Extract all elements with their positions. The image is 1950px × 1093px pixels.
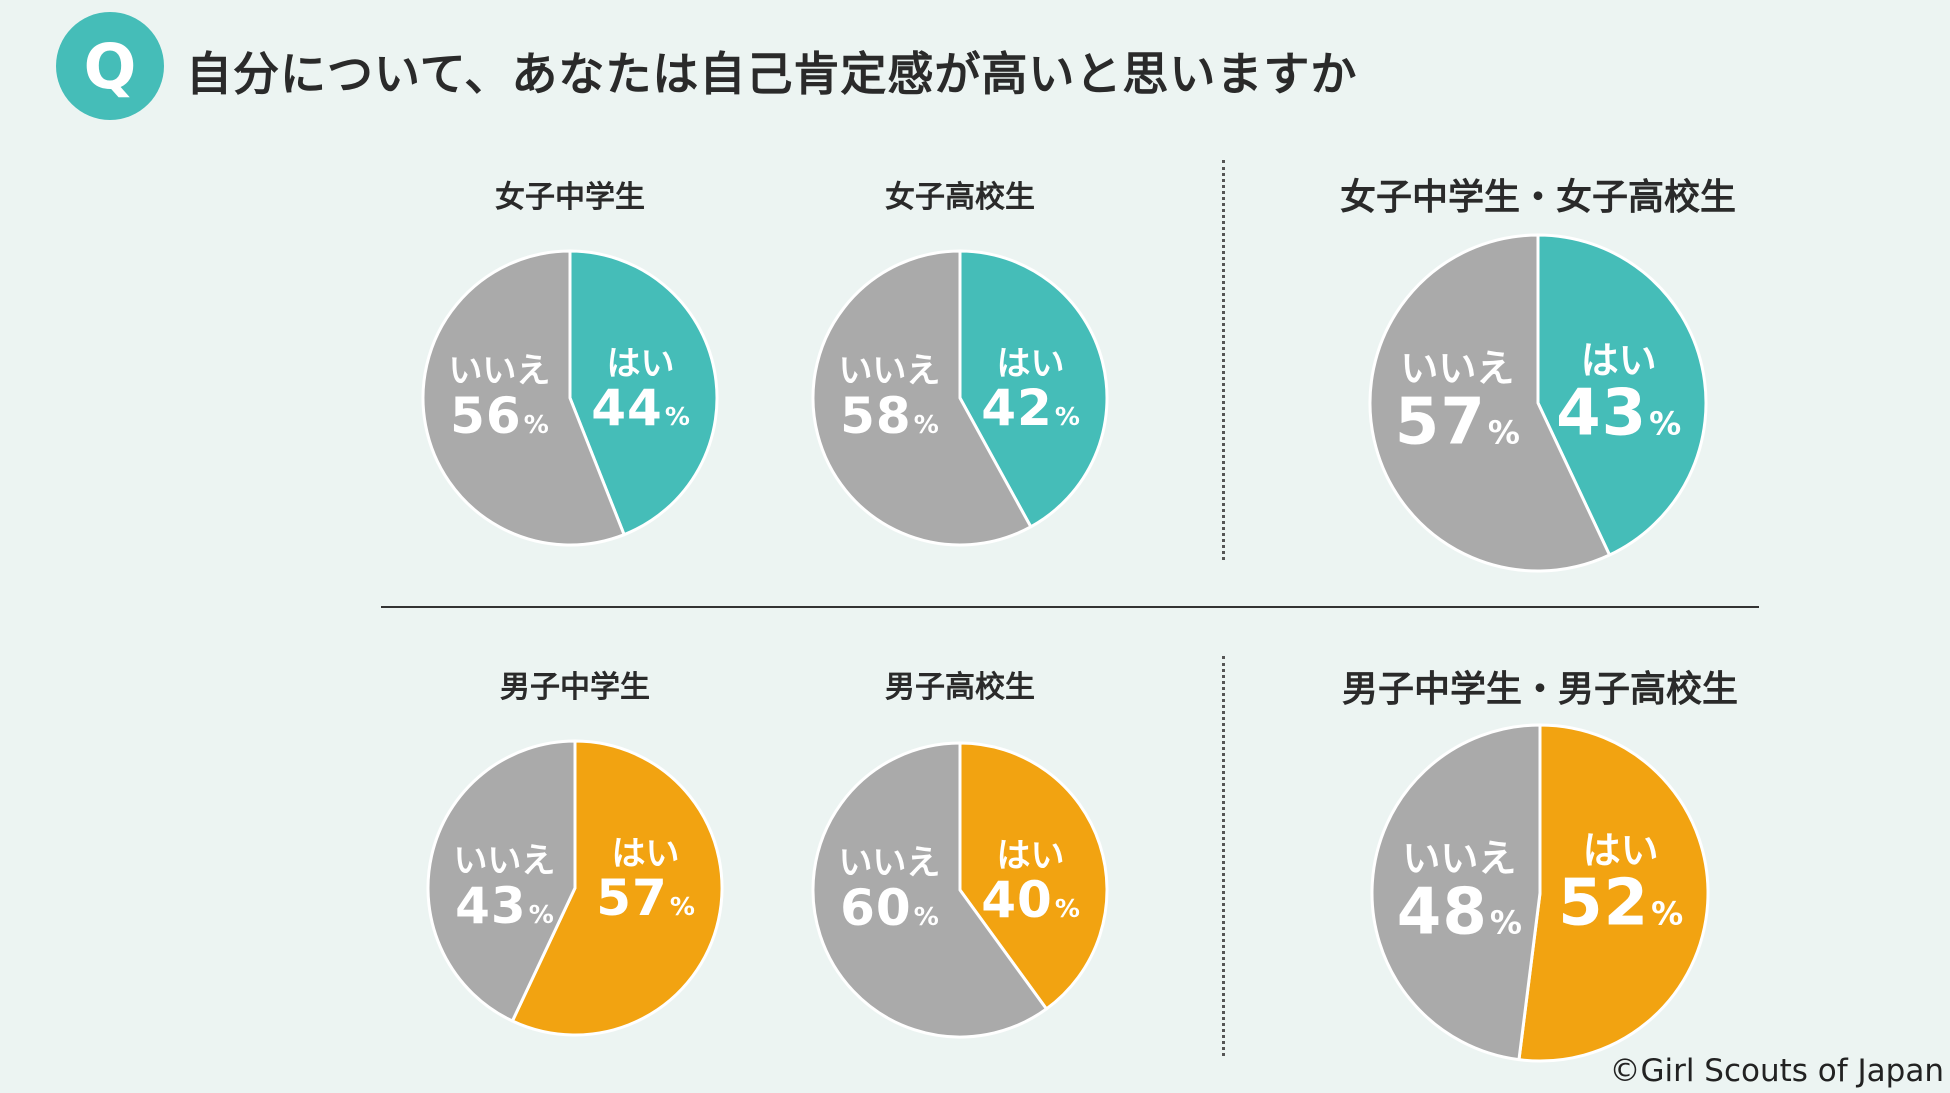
pie-slice-no (426, 739, 577, 1023)
slice-unit: % (913, 409, 939, 439)
slice-category-label: はい (606, 343, 675, 384)
slice-category-label: いいえ (1400, 346, 1515, 391)
pie-chart (1370, 723, 1710, 1063)
pie-label-yes: はい 57% (596, 833, 695, 928)
slice-unit: % (523, 409, 549, 439)
chart-title: 男子高校生 (885, 670, 1035, 705)
pie-slice-yes (958, 249, 1109, 529)
slice-unit: % (913, 901, 939, 931)
vertical-divider-bottom (1222, 656, 1225, 1056)
pie-label-no: いいえ 43% (453, 840, 556, 935)
chart-title: 男子中学生 (500, 670, 650, 705)
pie-slice-no (811, 741, 1048, 1039)
slice-value: 44 (591, 379, 663, 438)
pie-label-no: いいえ 48% (1397, 839, 1522, 946)
pie-slice-yes (1517, 723, 1710, 1063)
slice-value: 48 (1396, 875, 1488, 950)
pie-label-no: いいえ 57% (1395, 349, 1520, 456)
pie-label-no: いいえ 56% (448, 350, 551, 445)
chart-title: 男子中学生・男子高校生 (1341, 669, 1739, 710)
slice-value: 43 (455, 876, 527, 935)
pie-label-yes: はい 44% (591, 343, 690, 438)
slice-unit: % (1649, 404, 1682, 443)
slice-unit: % (1054, 894, 1080, 924)
pie-chart (421, 249, 719, 547)
pie-chart (426, 739, 724, 1037)
slice-unit: % (669, 892, 695, 922)
chart-title: 女子中学生・女子高校生 (1339, 177, 1737, 218)
slice-category-label: いいえ (838, 350, 941, 391)
slice-unit: % (1054, 402, 1080, 432)
pie-label-yes: はい 40% (981, 835, 1080, 930)
slice-category-label: はい (1582, 828, 1659, 873)
pie-chart (1368, 233, 1708, 573)
pie-label-yes: はい 52% (1558, 828, 1684, 941)
slice-value: 56 (450, 386, 522, 445)
slice-value: 57 (1394, 385, 1486, 460)
slice-unit: % (1489, 903, 1522, 942)
slice-value: 57 (596, 869, 668, 928)
horizontal-divider (381, 606, 1759, 608)
slice-value: 40 (981, 871, 1053, 930)
vertical-divider-top (1222, 160, 1225, 560)
chart-title: 女子中学生 (495, 180, 645, 215)
slice-unit: % (1651, 894, 1684, 933)
copyright-notice: ©Girl Scouts of Japan (1609, 1053, 1944, 1089)
slice-category-label: いいえ (838, 842, 941, 883)
slice-category-label: いいえ (1402, 836, 1517, 881)
pie-slice-yes (568, 249, 719, 537)
question-badge: Q (56, 12, 164, 120)
pie-slice-no (811, 249, 1033, 547)
slice-category-label: いいえ (448, 350, 551, 391)
slice-unit: % (664, 402, 690, 432)
slice-category-label: はい (611, 833, 680, 874)
pie-slice-no (1370, 723, 1542, 1062)
slice-category-label: いいえ (453, 840, 556, 881)
pie-slice-no (421, 249, 626, 547)
pie-chart (811, 249, 1109, 547)
pie-slice-yes (510, 739, 724, 1037)
slice-unit: % (1487, 413, 1520, 452)
pie-label-yes: はい 42% (981, 343, 1080, 438)
slice-value: 42 (981, 379, 1053, 438)
slice-unit: % (528, 899, 554, 929)
chart-title: 女子高校生 (885, 180, 1035, 215)
pie-slice-no (1368, 233, 1612, 573)
slice-value: 58 (840, 386, 912, 445)
pie-slice-yes (1536, 233, 1708, 557)
pie-label-no: いいえ 58% (838, 350, 941, 445)
slice-value: 60 (840, 878, 912, 937)
question-title: 自分について、あなたは自己肯定感が高いと思いますか (186, 47, 1358, 101)
pie-slice-yes (958, 741, 1109, 1011)
pie-label-yes: はい 43% (1556, 338, 1682, 451)
slice-category-label: はい (996, 343, 1065, 384)
slice-value: 43 (1556, 376, 1648, 451)
slice-category-label: はい (1580, 338, 1657, 383)
pie-label-no: いいえ 60% (838, 842, 941, 937)
pie-chart (811, 741, 1109, 1039)
slice-value: 52 (1558, 866, 1650, 941)
question-badge-letter: Q (83, 29, 137, 103)
slice-category-label: はい (996, 835, 1065, 876)
